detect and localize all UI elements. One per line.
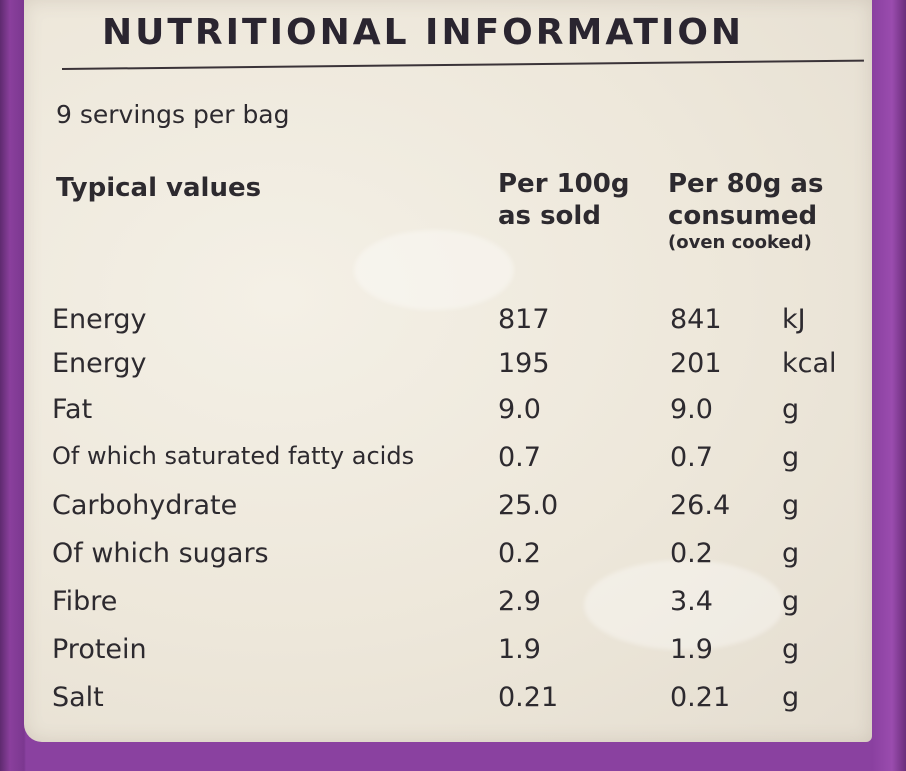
unit: g [782,442,800,473]
value-per-100g: 0.21 [498,682,559,713]
servings-per-bag: 9 servings per bag [56,100,290,129]
nutrient-name: Fibre [52,586,118,617]
value-per-80g: 3.4 [670,586,713,617]
nutrient-name: Protein [52,634,147,665]
value-per-80g: 841 [670,304,722,335]
table-row: Carbohydrate 25.0 26.4 g [0,490,906,530]
value-per-100g: 817 [498,304,550,335]
nutrient-name: Carbohydrate [52,490,238,521]
value-per-100g: 25.0 [498,490,559,521]
unit: g [782,682,800,713]
value-per-80g: 1.9 [670,634,713,665]
table-row: Fat 9.0 9.0 g [0,394,906,434]
value-per-80g: 0.21 [670,682,731,713]
table-row: Of which sugars 0.2 0.2 g [0,538,906,578]
unit: g [782,634,800,665]
table-row: Salt 0.21 0.21 g [0,682,906,722]
nutrient-name: Of which sugars [52,538,269,569]
nutrition-label-panel [24,0,872,742]
unit: g [782,490,800,521]
per-80g-header-line1: Per 80g as [668,169,824,199]
nutrient-name: Of which saturated fatty acids [52,442,415,470]
unit: kcal [782,348,837,379]
unit: kJ [782,304,806,335]
table-row: Energy 817 841 kJ [0,304,906,344]
per-100g-header-line2: as sold [498,201,601,231]
nutrient-name: Fat [52,394,93,425]
table-row: Fibre 2.9 3.4 g [0,586,906,626]
per-80g-header-line2: consumed [668,201,818,231]
value-per-80g: 9.0 [670,394,713,425]
table-row: Of which saturated fatty acids 0.7 0.7 g [0,442,906,482]
nutrient-name: Salt [52,682,104,713]
value-per-100g: 195 [498,348,550,379]
value-per-100g: 1.9 [498,634,541,665]
per-100g-header-line1: Per 100g [498,169,630,199]
nutrition-title: NUTRITIONAL INFORMATION [102,12,745,53]
value-per-100g: 2.9 [498,586,541,617]
nutrient-name: Energy [52,304,147,335]
nutrient-name: Energy [52,348,147,379]
unit: g [782,394,800,425]
value-per-100g: 0.7 [498,442,541,473]
label-crease [584,560,784,650]
value-per-80g: 26.4 [670,490,731,521]
typical-values-header: Typical values [56,173,262,203]
per-100g-header: Per 100g as sold [498,168,629,232]
unit: g [782,586,800,617]
value-per-80g: 201 [670,348,722,379]
table-row: Protein 1.9 1.9 g [0,634,906,674]
value-per-100g: 0.2 [498,538,541,569]
value-per-80g: 0.7 [670,442,713,473]
unit: g [782,538,800,569]
per-80g-header-note: (oven cooked) [668,232,812,253]
per-80g-header: Per 80g as consumed (oven cooked) [668,168,823,254]
table-row: Energy 195 201 kcal [0,348,906,388]
label-crease [354,230,514,310]
value-per-100g: 9.0 [498,394,541,425]
value-per-80g: 0.2 [670,538,713,569]
